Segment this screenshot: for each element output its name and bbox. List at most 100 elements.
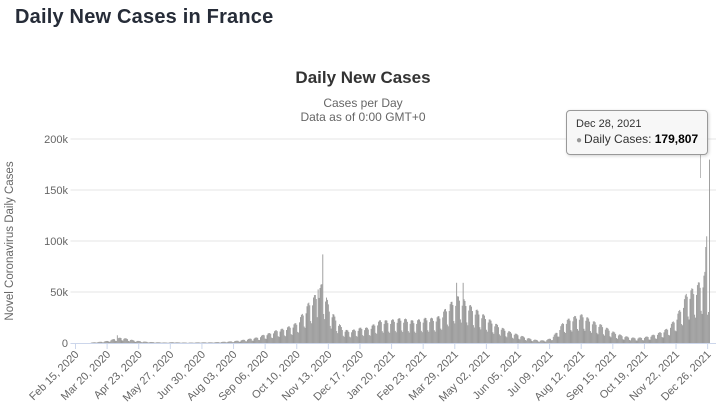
bar[interactable] bbox=[488, 319, 490, 343]
bar[interactable] bbox=[468, 310, 470, 343]
bar[interactable] bbox=[465, 306, 467, 343]
bar[interactable] bbox=[102, 342, 103, 343]
bar[interactable] bbox=[218, 342, 220, 343]
bar[interactable] bbox=[606, 327, 608, 343]
bar[interactable] bbox=[116, 335, 118, 343]
bar[interactable] bbox=[609, 336, 611, 343]
bar[interactable] bbox=[425, 318, 427, 343]
bar[interactable] bbox=[594, 322, 596, 343]
bar[interactable] bbox=[492, 332, 494, 343]
bar[interactable] bbox=[421, 332, 423, 343]
bar[interactable] bbox=[440, 328, 442, 343]
bar[interactable] bbox=[687, 316, 689, 343]
bar[interactable] bbox=[392, 319, 394, 343]
bar[interactable] bbox=[203, 342, 205, 343]
bar[interactable] bbox=[554, 333, 556, 344]
bar[interactable] bbox=[684, 295, 686, 343]
bar[interactable] bbox=[379, 320, 380, 343]
bar[interactable] bbox=[538, 341, 540, 343]
bar[interactable] bbox=[352, 330, 353, 343]
bar[interactable] bbox=[142, 341, 144, 343]
bar[interactable] bbox=[204, 342, 206, 343]
bar[interactable] bbox=[246, 341, 248, 343]
bar[interactable] bbox=[389, 332, 391, 343]
bar[interactable] bbox=[485, 329, 487, 343]
bar[interactable] bbox=[337, 333, 339, 343]
bar[interactable] bbox=[455, 305, 457, 343]
bar[interactable] bbox=[401, 330, 403, 343]
bar[interactable] bbox=[574, 315, 576, 343]
bar[interactable] bbox=[419, 321, 421, 343]
bar[interactable] bbox=[94, 342, 96, 343]
bar[interactable] bbox=[679, 309, 681, 343]
bar[interactable] bbox=[289, 327, 291, 343]
bar[interactable] bbox=[598, 326, 600, 343]
bar[interactable] bbox=[478, 314, 480, 343]
bar[interactable] bbox=[414, 331, 416, 343]
bar[interactable] bbox=[139, 341, 141, 343]
bar[interactable] bbox=[328, 311, 330, 343]
bar[interactable] bbox=[460, 322, 462, 343]
bar[interactable] bbox=[159, 342, 161, 343]
bar[interactable] bbox=[555, 332, 557, 343]
bar[interactable] bbox=[119, 337, 121, 343]
bar[interactable] bbox=[162, 342, 164, 343]
bar[interactable] bbox=[226, 342, 228, 343]
bar[interactable] bbox=[671, 322, 673, 343]
bar[interactable] bbox=[378, 321, 380, 343]
bar[interactable] bbox=[690, 290, 692, 343]
bar[interactable] bbox=[588, 318, 590, 343]
bar[interactable] bbox=[678, 311, 680, 343]
bar[interactable] bbox=[585, 320, 587, 343]
bar[interactable] bbox=[621, 336, 623, 343]
bar[interactable] bbox=[451, 301, 453, 343]
bar[interactable] bbox=[442, 317, 444, 343]
bar[interactable] bbox=[144, 341, 146, 343]
bar[interactable] bbox=[358, 328, 360, 343]
bar[interactable] bbox=[400, 320, 402, 343]
bar[interactable] bbox=[511, 333, 512, 343]
bar[interactable] bbox=[339, 325, 341, 343]
bar[interactable] bbox=[342, 335, 344, 343]
bar[interactable] bbox=[214, 342, 216, 343]
bar[interactable] bbox=[169, 342, 171, 343]
bar[interactable] bbox=[584, 330, 586, 343]
bar[interactable] bbox=[106, 340, 108, 343]
bar[interactable] bbox=[427, 330, 429, 343]
bar[interactable] bbox=[309, 305, 311, 343]
bar[interactable] bbox=[345, 329, 347, 343]
bar[interactable] bbox=[217, 342, 219, 343]
bar[interactable] bbox=[259, 340, 261, 343]
bar[interactable] bbox=[445, 308, 446, 343]
bar[interactable] bbox=[635, 340, 637, 343]
bar[interactable] bbox=[616, 338, 617, 343]
bar[interactable] bbox=[458, 296, 459, 343]
bar[interactable] bbox=[459, 319, 461, 343]
bar[interactable] bbox=[547, 339, 549, 343]
bar[interactable] bbox=[283, 330, 285, 343]
bar[interactable] bbox=[136, 341, 138, 343]
bar[interactable] bbox=[313, 295, 315, 343]
bar[interactable] bbox=[416, 323, 418, 343]
bar[interactable] bbox=[310, 321, 312, 343]
bar[interactable] bbox=[201, 342, 203, 343]
bar[interactable] bbox=[498, 334, 500, 343]
bar[interactable] bbox=[496, 323, 498, 343]
bar[interactable] bbox=[629, 339, 631, 343]
bar[interactable] bbox=[583, 328, 585, 343]
bar[interactable] bbox=[402, 332, 404, 343]
bar[interactable] bbox=[405, 318, 406, 343]
bar[interactable] bbox=[312, 305, 314, 343]
bar[interactable] bbox=[691, 288, 693, 343]
bar[interactable] bbox=[209, 342, 211, 343]
bar[interactable] bbox=[224, 341, 226, 343]
bar[interactable] bbox=[626, 336, 628, 343]
bar[interactable] bbox=[502, 327, 504, 343]
bar[interactable] bbox=[558, 336, 560, 343]
bar[interactable] bbox=[317, 289, 319, 343]
bar[interactable] bbox=[336, 331, 338, 343]
bar[interactable] bbox=[128, 340, 129, 343]
bar[interactable] bbox=[596, 332, 598, 343]
bar[interactable] bbox=[590, 332, 592, 343]
bar[interactable] bbox=[145, 341, 147, 343]
